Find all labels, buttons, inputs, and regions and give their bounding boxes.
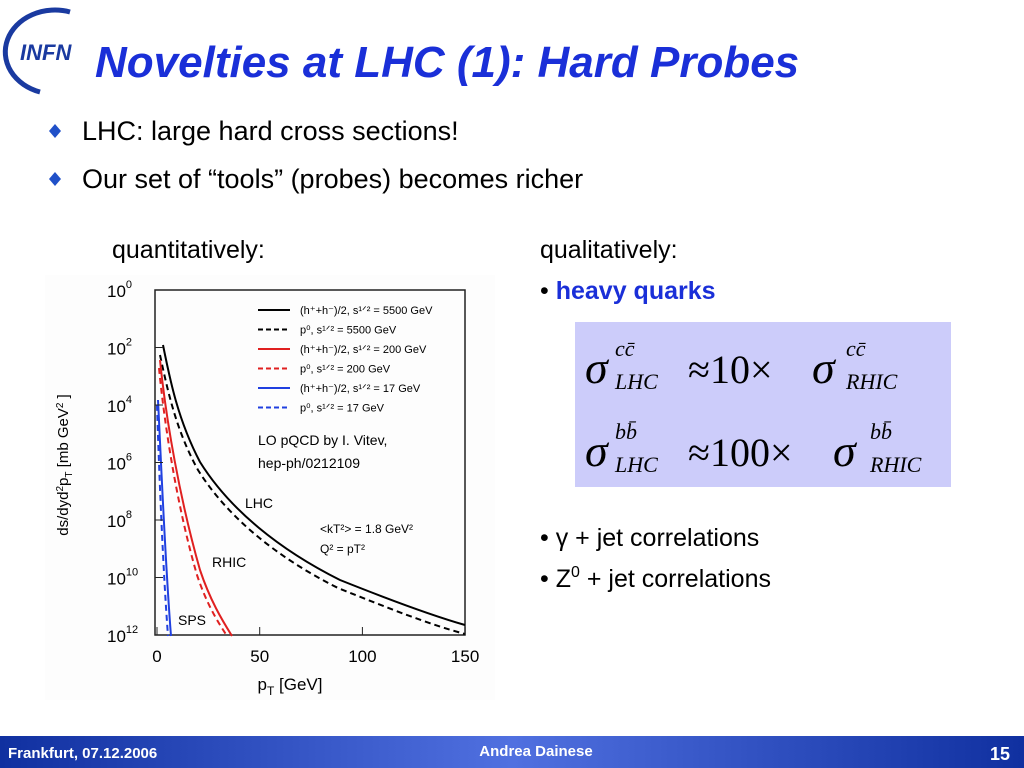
logo-arc — [2, 7, 71, 95]
y-axis-label: ds/dyd2pT [mb GeV2 ] — [55, 394, 75, 535]
heading: qualitatively: — [540, 236, 678, 264]
curve — [159, 359, 233, 637]
page-number: 15 — [990, 744, 1010, 764]
subscript: LHC — [614, 452, 658, 477]
superscript: bb̄ — [870, 419, 892, 444]
item: • heavy quarks — [540, 277, 716, 305]
y-tick-label: 100 — [107, 279, 132, 301]
param: <kT²> = 1.8 GeV² — [320, 522, 413, 536]
bullet: Our set of “tools” (probes) becomes rich… — [82, 164, 583, 194]
curve — [157, 399, 172, 637]
y-tick-label: 104 — [107, 394, 132, 416]
superscript: cc̄ — [846, 336, 866, 361]
item: • γ + jet correlations — [540, 524, 759, 552]
title: Novelties at LHC (1): Hard Probes — [95, 38, 799, 87]
curve — [162, 344, 466, 626]
legend-label: (h⁺+h⁻)/2, s¹ᐟ² = 17 GeV — [300, 383, 421, 395]
x-axis-label: pT [GeV] — [258, 675, 323, 698]
heading: quantitatively: — [112, 236, 265, 264]
sigma: σ — [833, 425, 858, 476]
figure: LO pQCD by I. Vitev, hep-ph/0212109 LHC … — [45, 275, 495, 700]
item: • Z0 + jet correlations — [540, 564, 771, 593]
curve — [158, 367, 228, 637]
subscript: RHIC — [869, 452, 922, 477]
curve-label: LHC — [245, 495, 273, 511]
sigma: σ — [585, 342, 610, 393]
legend-label: (h⁺+h⁻)/2, s¹ᐟ² = 200 GeV — [300, 344, 427, 356]
formula-box — [575, 322, 951, 487]
superscript: cc̄ — [615, 336, 635, 361]
legend-label: (h⁺+h⁻)/2, s¹ᐟ² = 5500 GeV — [300, 305, 433, 317]
bullet: LHC: large hard cross sections! — [82, 116, 459, 146]
subscript: LHC — [614, 369, 658, 394]
subscript: RHIC — [845, 369, 898, 394]
operator: ≈10× — [688, 347, 773, 392]
param: Q² = pT² — [320, 542, 365, 556]
superscript: bb̄ — [615, 419, 637, 444]
note: hep-ph/0212109 — [258, 455, 360, 471]
bullet-icon — [49, 172, 61, 186]
legend-label: p⁰, s¹ᐟ² = 17 GeV — [300, 403, 385, 415]
x-tick-label: 0 — [152, 647, 161, 666]
curve-label: SPS — [178, 612, 206, 628]
y-tick-label: 1012 — [107, 624, 138, 646]
x-tick-label: 50 — [250, 647, 269, 666]
legend-label: p⁰, s¹ᐟ² = 5500 GeV — [300, 325, 397, 337]
footer-bar — [0, 736, 1024, 768]
logo: INFN — [20, 40, 72, 65]
curve-label: RHIC — [212, 554, 246, 570]
x-tick-label: 150 — [451, 647, 479, 666]
curve — [159, 354, 466, 635]
x-tick-label: 100 — [348, 647, 376, 666]
y-tick-label: 1010 — [107, 567, 138, 589]
footer-left: Frankfurt, 07.12.2006 — [8, 745, 157, 762]
bullet-icon — [49, 124, 61, 138]
figure-bg — [45, 275, 495, 700]
y-tick-label: 108 — [107, 509, 132, 531]
legend-label: p⁰, s¹ᐟ² = 200 GeV — [300, 364, 391, 376]
sigma: σ — [585, 425, 610, 476]
operator: ≈100× — [688, 430, 793, 475]
footer-center: Andrea Dainese — [479, 743, 592, 760]
y-tick-label: 106 — [107, 452, 132, 474]
y-tick-label: 102 — [107, 337, 132, 359]
sigma: σ — [812, 342, 837, 393]
note: LO pQCD by I. Vitev, — [258, 432, 387, 448]
